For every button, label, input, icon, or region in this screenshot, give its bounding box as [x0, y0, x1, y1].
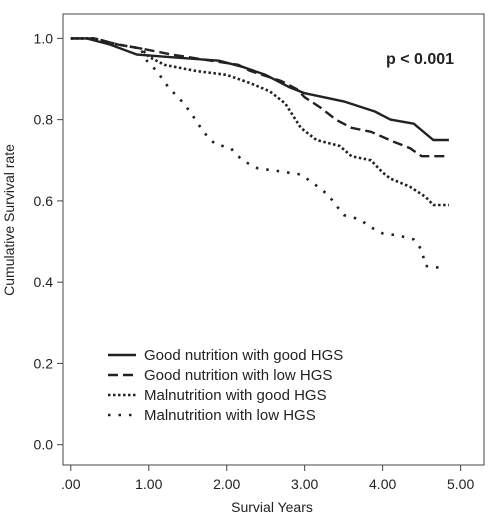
y-tick-label: 0.8 [34, 112, 54, 128]
x-tick-label: .00 [61, 476, 81, 492]
y-tick-label: 0.0 [34, 437, 54, 453]
x-tick-label: 2.00 [213, 476, 240, 492]
y-axis-title: Cumulative Survival rate [1, 144, 17, 296]
legend: Good nutrition with good HGS Good nutriti… [108, 347, 343, 424]
legend-label-2: Good nutrition with low HGS [144, 367, 332, 384]
plot-area [70, 37, 449, 270]
legend-label-1: Good nutrition with good HGS [144, 347, 343, 364]
legend-label-3: Malnutrition with good HGS [144, 387, 327, 404]
y-tick-label: 0.4 [34, 274, 54, 290]
x-axis-title: Survial Years [231, 499, 313, 515]
x-tick-label: 5.00 [447, 476, 474, 492]
plot-frame [62, 13, 485, 466]
x-tick-label: 1.00 [135, 476, 162, 492]
y-tick-label: 0.2 [34, 355, 54, 371]
axes: 0.0 0.2 0.4 0.6 0.8 1.0 .00 1.00 2.00 3.00 4.00 5.0… [34, 13, 485, 492]
x-tick-label: 3.00 [291, 476, 318, 492]
series-line-2 [70, 37, 449, 158]
y-tick-label: 1.0 [34, 30, 54, 46]
x-tick-label: 4.00 [369, 476, 396, 492]
y-tick-label: 0.6 [34, 193, 54, 209]
legend-label-4: Malnutrition with low HGS [144, 407, 316, 424]
series-line-1 [70, 37, 449, 142]
p-value-annotation: p < 0.001 [386, 51, 454, 68]
series-line-3 [70, 37, 449, 207]
